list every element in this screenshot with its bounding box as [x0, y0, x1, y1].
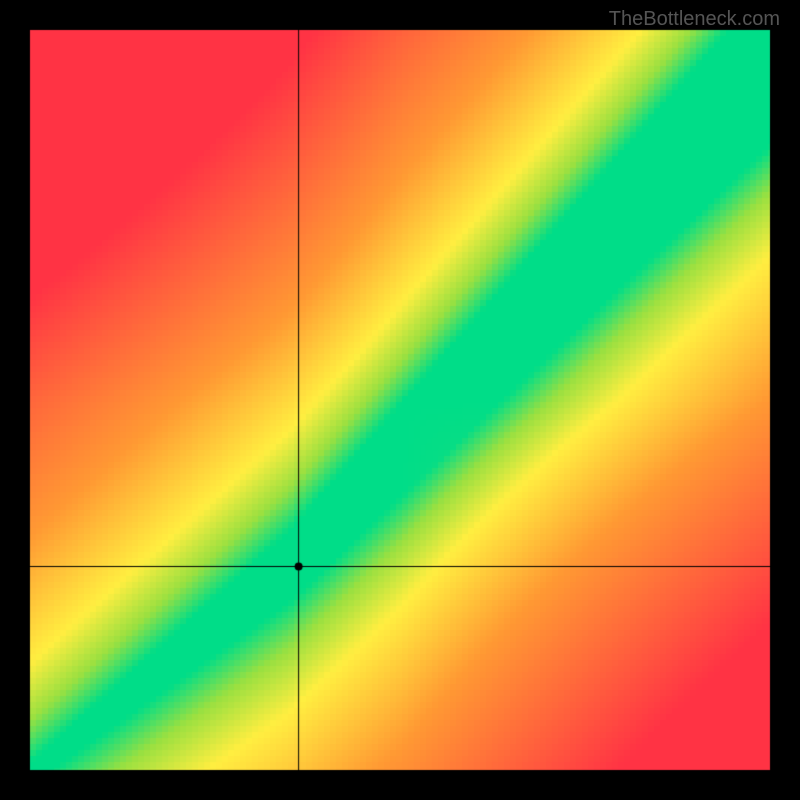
attribution-text: TheBottleneck.com — [609, 8, 780, 31]
bottleneck-heatmap — [0, 0, 800, 800]
chart-container: TheBottleneck.com — [0, 0, 800, 800]
